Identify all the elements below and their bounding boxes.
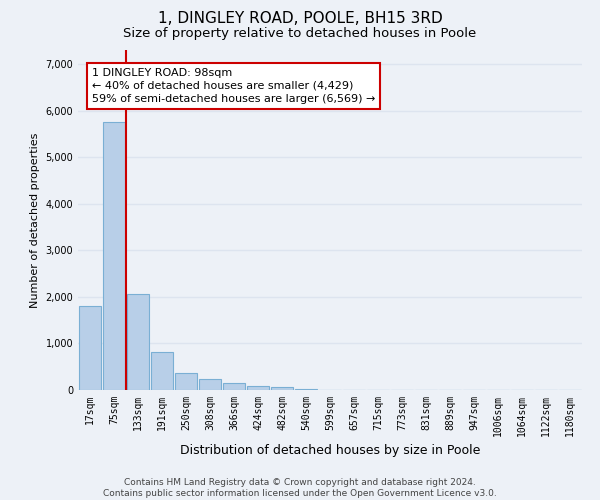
Text: Size of property relative to detached houses in Poole: Size of property relative to detached ho… <box>124 28 476 40</box>
X-axis label: Distribution of detached houses by size in Poole: Distribution of detached houses by size … <box>180 444 480 458</box>
Bar <box>79 306 101 390</box>
Bar <box>223 384 245 390</box>
Bar <box>103 122 125 390</box>
Y-axis label: Number of detached properties: Number of detached properties <box>30 132 40 308</box>
Bar <box>199 379 221 390</box>
Bar <box>151 352 173 390</box>
Bar <box>127 294 149 390</box>
Bar <box>295 388 317 390</box>
Text: 1 DINGLEY ROAD: 98sqm
← 40% of detached houses are smaller (4,429)
59% of semi-d: 1 DINGLEY ROAD: 98sqm ← 40% of detached … <box>92 68 375 104</box>
Text: 1, DINGLEY ROAD, POOLE, BH15 3RD: 1, DINGLEY ROAD, POOLE, BH15 3RD <box>158 11 442 26</box>
Bar <box>271 386 293 390</box>
Bar <box>247 386 269 390</box>
Bar <box>175 373 197 390</box>
Text: Contains HM Land Registry data © Crown copyright and database right 2024.
Contai: Contains HM Land Registry data © Crown c… <box>103 478 497 498</box>
